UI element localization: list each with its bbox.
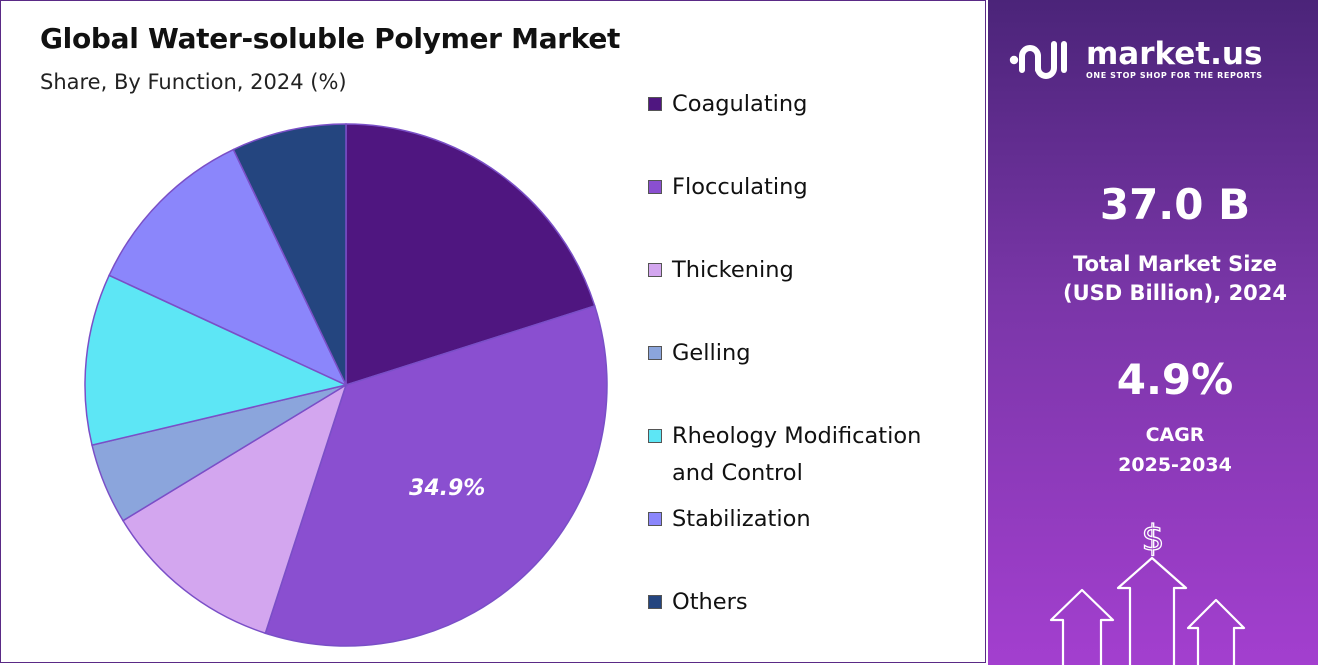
market-size-label-line2: (USD Billion), 2024	[1062, 281, 1288, 305]
legend-label: Others	[672, 589, 748, 615]
legend-label: Rheology Modification and Control	[672, 423, 922, 486]
legend-swatch	[648, 346, 662, 360]
pie-slice-coagulating	[345, 123, 596, 387]
legend-label: Gelling	[672, 340, 751, 366]
summary-panel: market.us ONE STOP SHOP FOR THE REPORTS …	[988, 0, 1318, 665]
market-size-label-line1: Total Market Size	[1073, 252, 1277, 276]
cagr-period: 2025-2034	[1118, 454, 1232, 476]
legend-item: Stabilization	[648, 501, 962, 538]
market-size-value: 37.0 B	[1099, 180, 1251, 229]
legend-label: Flocculating	[672, 174, 808, 200]
pie-slice-stabilization	[108, 148, 348, 387]
chart-title: Global Water-soluble Polymer Market	[40, 22, 621, 55]
chart-subtitle: Share, By Function, 2024 (%)	[40, 70, 347, 94]
market-us-logo-icon	[1009, 41, 1067, 79]
cagr-value: 4.9%	[1116, 355, 1234, 404]
brand-name: market.us	[1086, 35, 1263, 72]
growth-arrows-icon: $	[1049, 517, 1246, 665]
brand-tagline: ONE STOP SHOP FOR THE REPORTS	[1086, 70, 1263, 80]
legend-item: Others	[648, 584, 962, 621]
cagr-label: CAGR	[1145, 424, 1205, 446]
pie-slice-thickening	[122, 383, 348, 635]
dollar-icon: $	[1142, 518, 1165, 559]
legend-item: Gelling	[648, 335, 962, 372]
legend-swatch	[648, 180, 662, 194]
legend-swatch	[648, 512, 662, 526]
legend-label: Coagulating	[672, 91, 808, 117]
legend-swatch	[648, 97, 662, 111]
legend-swatch	[648, 263, 662, 277]
pie-slice-rheology-modification-and-control	[84, 274, 349, 447]
pie-slice-others	[232, 123, 347, 386]
data-label: 34.9%	[409, 476, 485, 501]
pie-chart: 34.9%	[84, 123, 608, 647]
legend-swatch	[648, 429, 662, 443]
legend-swatch	[648, 595, 662, 609]
legend-item: Thickening	[648, 252, 962, 289]
pie-slice-flocculating	[264, 304, 608, 647]
brand-logo: market.us ONE STOP SHOP FOR THE REPORTS	[1008, 34, 1263, 84]
legend-item: Rheology Modification and Control	[648, 418, 962, 492]
legend-item: Coagulating	[648, 86, 962, 123]
legend-label: Stabilization	[672, 506, 811, 532]
legend-item: Flocculating	[648, 169, 962, 206]
legend-label: Thickening	[672, 257, 794, 283]
